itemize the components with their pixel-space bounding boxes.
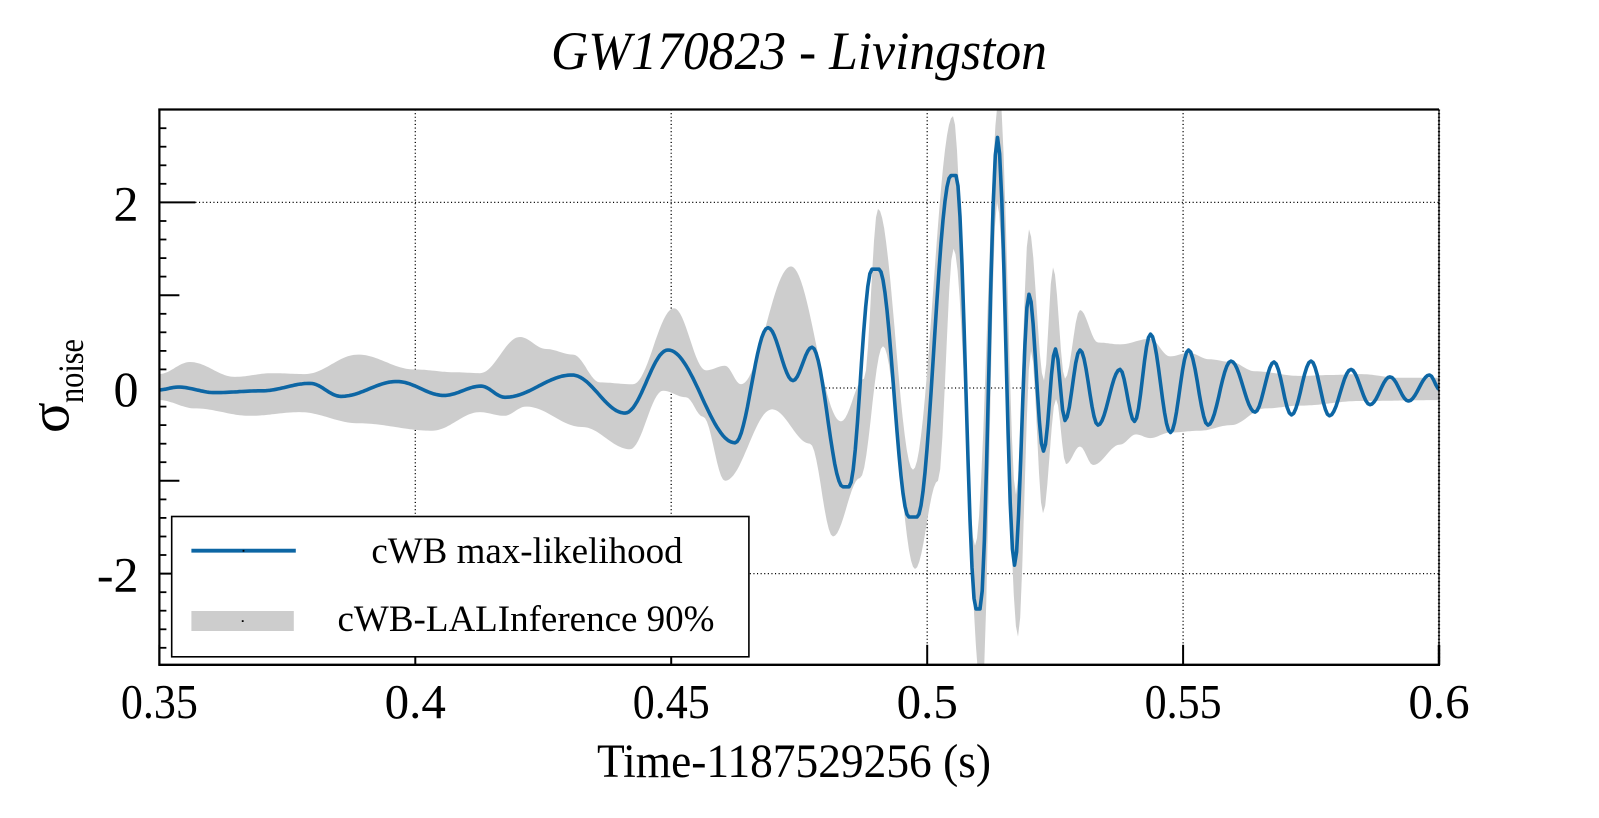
svg-text:0.45: 0.45	[633, 674, 710, 729]
svg-text:GW170823 - Livingston: GW170823 - Livingston	[551, 21, 1047, 81]
svg-text:cWB max-likelihood: cWB max-likelihood	[371, 531, 683, 572]
svg-text:0.6: 0.6	[1408, 674, 1469, 729]
svg-text:-2: -2	[97, 547, 139, 603]
svg-text:2: 2	[114, 175, 139, 231]
svg-text:0.55: 0.55	[1145, 674, 1222, 729]
svg-text:0.5: 0.5	[897, 674, 958, 729]
svg-text:noise: noise	[51, 339, 91, 403]
svg-text:0: 0	[114, 361, 139, 417]
svg-text:Time-1187529256 (s): Time-1187529256 (s)	[597, 735, 991, 788]
svg-text:0.35: 0.35	[121, 674, 198, 729]
svg-text:0.4: 0.4	[385, 674, 446, 729]
svg-text:cWB-LALInference 90%: cWB-LALInference 90%	[338, 599, 715, 640]
svg-text:σ: σ	[19, 402, 82, 433]
